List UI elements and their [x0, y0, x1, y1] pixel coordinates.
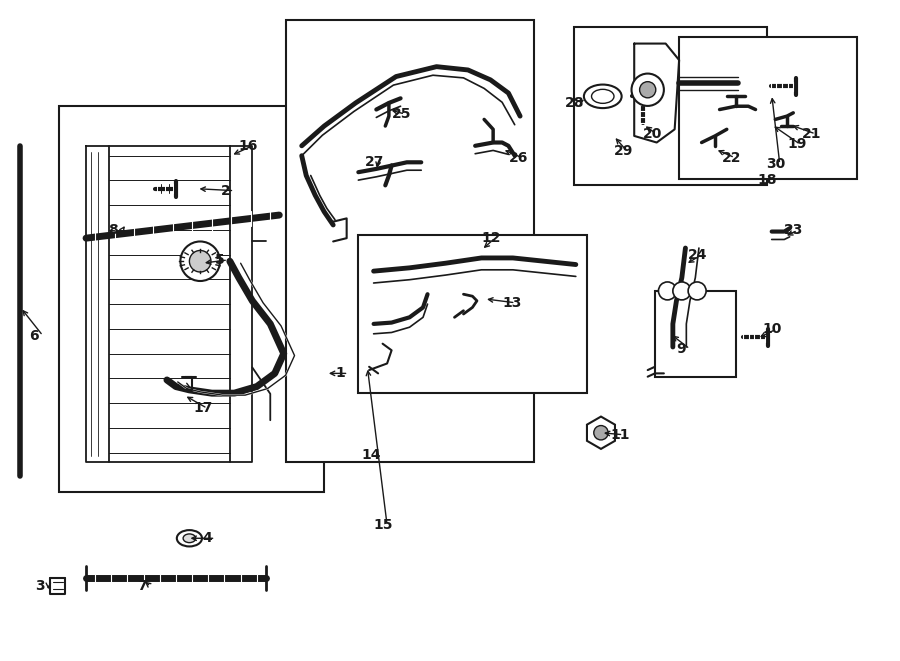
- Circle shape: [594, 426, 608, 440]
- Text: 11: 11: [610, 428, 629, 442]
- Text: 16: 16: [238, 139, 258, 153]
- Bar: [59, 106, 324, 492]
- Circle shape: [189, 251, 211, 272]
- Text: 10: 10: [762, 322, 782, 336]
- Text: 19: 19: [787, 137, 806, 151]
- Text: 6: 6: [30, 329, 39, 343]
- Text: 18: 18: [757, 173, 777, 187]
- Text: 25: 25: [392, 107, 411, 121]
- Text: 4: 4: [202, 531, 211, 545]
- Text: 21: 21: [802, 127, 822, 141]
- Text: 23: 23: [784, 223, 804, 237]
- Text: 8: 8: [109, 223, 118, 237]
- Text: 5: 5: [214, 253, 224, 267]
- Bar: [680, 37, 857, 178]
- Circle shape: [673, 282, 691, 300]
- Circle shape: [688, 282, 706, 300]
- Ellipse shape: [176, 530, 202, 547]
- Text: 30: 30: [766, 157, 786, 171]
- Bar: [358, 235, 588, 393]
- Text: 14: 14: [362, 447, 382, 461]
- Text: 28: 28: [565, 96, 584, 110]
- Bar: [574, 27, 767, 185]
- Ellipse shape: [584, 85, 622, 108]
- Circle shape: [659, 282, 677, 300]
- Text: 1: 1: [335, 366, 345, 380]
- Circle shape: [632, 73, 664, 106]
- Text: 13: 13: [502, 295, 521, 310]
- Text: 9: 9: [677, 342, 686, 356]
- Circle shape: [640, 82, 656, 98]
- Text: 20: 20: [644, 127, 662, 141]
- Text: 7: 7: [138, 580, 147, 594]
- Text: 2: 2: [220, 184, 230, 198]
- Bar: [655, 291, 736, 377]
- Text: 24: 24: [688, 248, 707, 262]
- Text: 27: 27: [364, 155, 384, 169]
- Text: 3: 3: [35, 580, 44, 594]
- Text: 12: 12: [482, 231, 501, 245]
- Text: 17: 17: [194, 401, 213, 415]
- Text: 22: 22: [722, 151, 741, 165]
- Circle shape: [180, 241, 220, 281]
- Text: 15: 15: [374, 518, 393, 532]
- Text: 29: 29: [614, 144, 633, 158]
- Ellipse shape: [591, 89, 614, 103]
- Ellipse shape: [183, 534, 195, 543]
- Bar: [286, 20, 534, 463]
- Text: 26: 26: [508, 151, 527, 165]
